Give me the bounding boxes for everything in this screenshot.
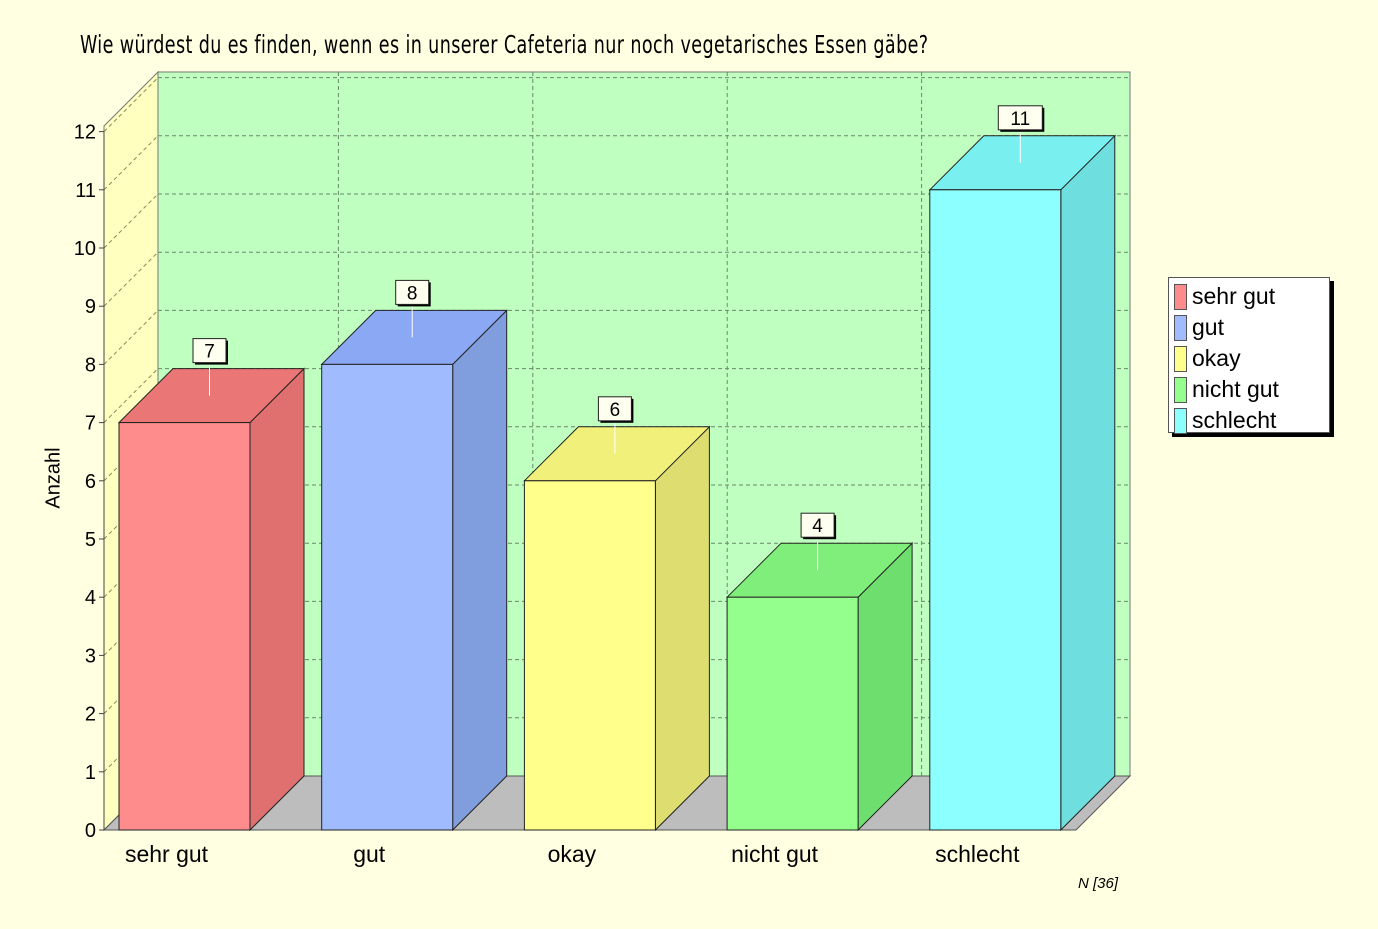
- grid-line-side: [103, 77, 159, 132]
- legend-label: okay: [1192, 345, 1241, 371]
- chart-legend: sehr gut gut okay nicht gut schlecht: [1168, 277, 1330, 436]
- data-label-box: [597, 396, 632, 422]
- bar: [726, 596, 859, 831]
- y-tick-label: 4: [85, 587, 96, 609]
- data-label-box: [800, 512, 835, 538]
- legend-label: sehr gut: [1192, 283, 1276, 309]
- legend-label: gut: [1192, 314, 1224, 340]
- y-tick-label: 0: [85, 820, 96, 842]
- y-tick-label: 12: [74, 122, 96, 144]
- grid-line-side: [103, 135, 159, 191]
- y-tick-label: 7: [85, 413, 96, 435]
- legend-swatch: [1174, 283, 1187, 310]
- legend-label: nicht gut: [1192, 376, 1279, 402]
- data-label: 11: [1010, 109, 1030, 130]
- legend-swatch: [1174, 407, 1187, 434]
- y-tick-label: 8: [85, 354, 96, 376]
- y-tick-label: 2: [85, 704, 96, 726]
- bar-side: [1060, 134, 1116, 832]
- data-label: 7: [204, 342, 215, 363]
- grid-line-side: [103, 193, 159, 249]
- legend-item: sehr gut: [1174, 281, 1329, 312]
- bar-side: [654, 425, 710, 832]
- legend-item: gut: [1174, 312, 1329, 343]
- data-label: 4: [812, 516, 823, 537]
- data-label-box: [395, 279, 430, 305]
- legend-item: schlecht: [1174, 405, 1329, 436]
- legend-item: nicht gut: [1174, 374, 1329, 405]
- x-tick-label: schlecht: [935, 841, 1020, 867]
- y-tick-label: 3: [85, 645, 96, 667]
- legend-label: schlecht: [1192, 407, 1277, 433]
- bar: [523, 480, 656, 831]
- y-axis-label: Anzahl: [42, 447, 65, 509]
- bar: [321, 363, 454, 831]
- y-tick-label: 10: [74, 238, 96, 260]
- data-label: 6: [610, 400, 621, 421]
- bar-side: [249, 367, 305, 832]
- y-tick-label: 11: [75, 180, 96, 202]
- y-tick-label: 9: [85, 296, 96, 318]
- grid-line-side: [103, 310, 159, 365]
- x-tick-label: sehr gut: [125, 841, 209, 867]
- sample-size-note: N [36]: [1077, 875, 1118, 892]
- data-label: 8: [407, 283, 418, 304]
- x-tick-label: gut: [353, 841, 386, 867]
- bar: [118, 422, 251, 831]
- legend-swatch: [1174, 345, 1187, 372]
- data-label-box: [192, 338, 227, 364]
- legend-swatch: [1174, 314, 1187, 341]
- grid-line-side: [103, 368, 159, 423]
- legend-item: okay: [1174, 343, 1329, 374]
- y-tick-label: 6: [85, 471, 96, 493]
- y-tick-label: 5: [85, 529, 96, 551]
- legend-swatch: [1174, 376, 1187, 403]
- x-tick-label: nicht gut: [731, 841, 819, 867]
- chart-title: Wie würdest du es finden, wenn es in uns…: [80, 30, 929, 59]
- y-tick-label: 1: [85, 762, 96, 784]
- x-tick-label: okay: [548, 841, 597, 867]
- data-label-box: [997, 105, 1043, 131]
- bar-side: [452, 309, 508, 832]
- bar: [929, 189, 1062, 831]
- grid-line-side: [103, 251, 159, 307]
